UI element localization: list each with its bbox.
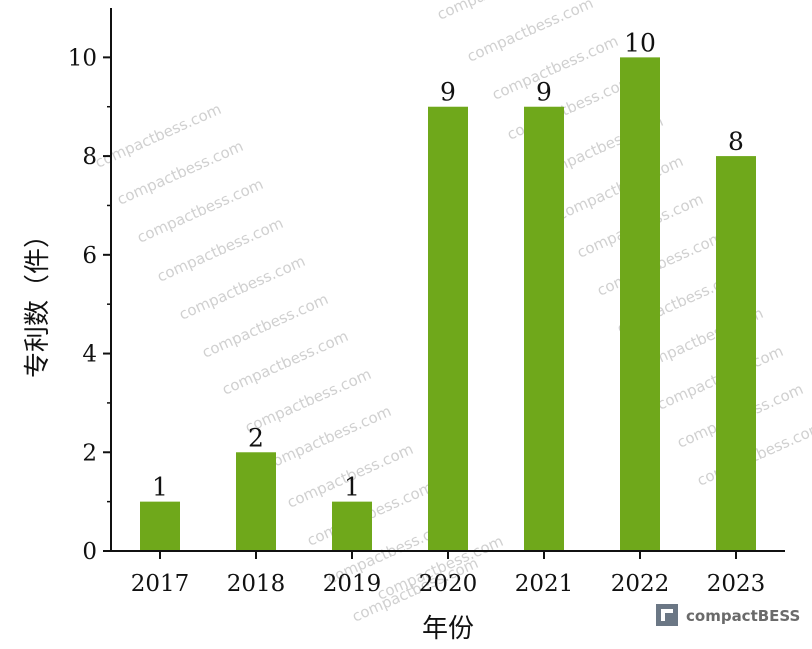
y-tick-label: 10 xyxy=(68,45,97,71)
data-label-2020: 9 xyxy=(440,78,456,107)
x-ticks-group: 2017 2018 2019 2020 2021 2022 2023 xyxy=(131,551,766,597)
y-tick-label: 8 xyxy=(82,144,97,170)
bar-2020 xyxy=(428,106,468,552)
x-tick-label-2023: 2023 xyxy=(707,571,766,597)
bar-2021 xyxy=(524,106,564,552)
bar-2017 xyxy=(140,501,180,551)
bar-2023 xyxy=(716,156,756,551)
data-label-2018: 2 xyxy=(248,423,264,452)
x-tick-label-2018: 2018 xyxy=(227,571,286,597)
x-tick-label-2021: 2021 xyxy=(515,571,574,597)
y-tick-label: 2 xyxy=(82,440,97,466)
x-tick-label-2020: 2020 xyxy=(419,571,478,597)
y-tick-label: 0 xyxy=(82,539,97,565)
bar-2019 xyxy=(332,501,372,551)
data-label-2022: 10 xyxy=(624,28,656,57)
data-label-2021: 9 xyxy=(536,78,552,107)
x-tick-label-2019: 2019 xyxy=(323,571,382,597)
data-label-2019: 1 xyxy=(344,473,360,502)
x-axis-title: 年份 xyxy=(422,614,474,644)
y-ticks-group: 0 2 4 6 8 10 xyxy=(68,45,111,565)
y-axis-title: 专利数（件） xyxy=(23,222,53,378)
data-labels-group: 1 2 1 9 9 10 8 xyxy=(152,28,744,501)
x-tick-label-2022: 2022 xyxy=(611,571,670,597)
bar-2018 xyxy=(236,452,276,551)
data-label-2017: 1 xyxy=(152,473,168,502)
y-tick-label: 4 xyxy=(82,342,97,368)
brand-logo-text: compactBESS xyxy=(686,607,800,625)
y-tick-label: 6 xyxy=(82,243,97,269)
brand-logo: compactBESS xyxy=(656,604,800,626)
bar-2022 xyxy=(620,57,660,551)
data-label-2023: 8 xyxy=(728,127,744,156)
bars-group xyxy=(140,57,756,552)
x-tick-label-2017: 2017 xyxy=(131,571,190,597)
